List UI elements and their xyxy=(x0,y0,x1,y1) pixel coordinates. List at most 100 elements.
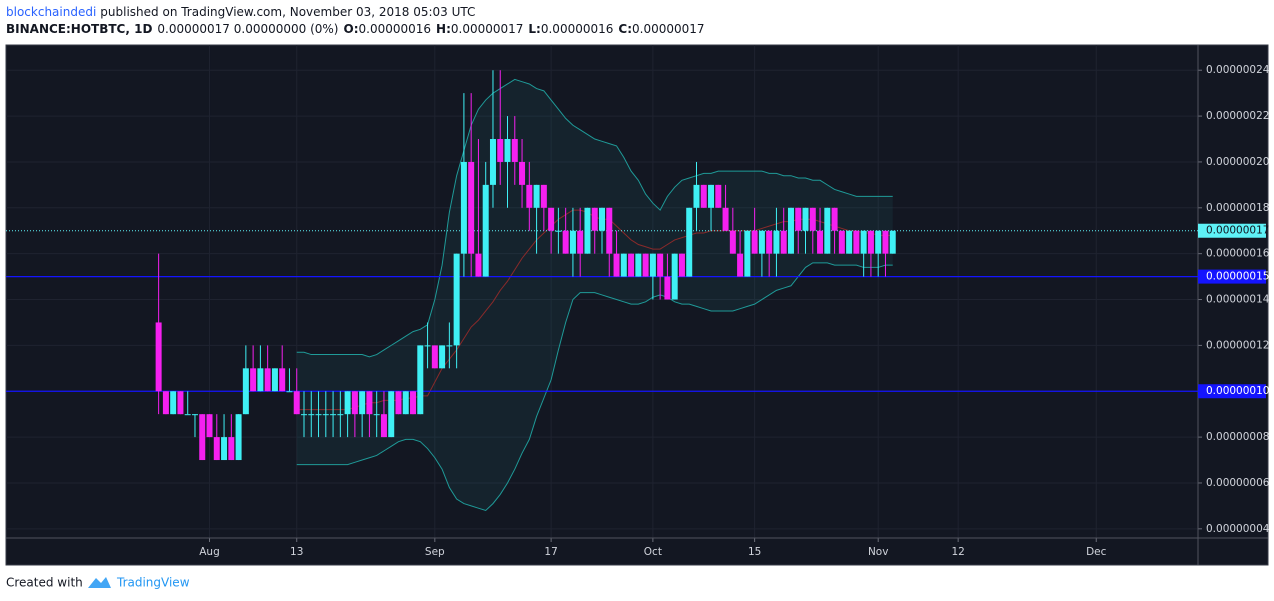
candle-body xyxy=(831,207,838,231)
candle-body xyxy=(642,253,649,277)
candle-body xyxy=(635,253,642,277)
tradingview-logo xyxy=(88,577,111,588)
candle-body xyxy=(460,161,467,254)
candle-body xyxy=(410,391,417,415)
header-line-1: blockchaindedi published on TradingView.c… xyxy=(6,5,475,19)
candle-body xyxy=(257,368,264,392)
candle-body xyxy=(867,230,874,254)
candle-body xyxy=(446,345,453,347)
candle-body xyxy=(301,414,307,416)
candle-body xyxy=(628,253,635,277)
candle-body xyxy=(242,368,249,415)
candle-body xyxy=(577,230,584,254)
candle-body xyxy=(511,139,518,162)
candle-body xyxy=(250,368,257,392)
x-tick-label: Dec xyxy=(1086,546,1107,558)
y-tick-label: 0.00000008 xyxy=(1206,431,1269,443)
candle-body xyxy=(351,391,358,415)
candle-body xyxy=(453,253,460,346)
candle-body xyxy=(475,253,482,277)
candle-body xyxy=(722,207,729,231)
header-line-2: BINANCE:HOTBTC, 1D 0.00000017 0.00000000 … xyxy=(6,22,705,36)
symbol: BINANCE:HOTBTC, 1D xyxy=(6,22,152,36)
candle-body xyxy=(213,437,220,461)
candle-body xyxy=(526,184,533,208)
y-tick-label: 0.00000014 xyxy=(1206,294,1270,306)
candle-body xyxy=(591,207,598,231)
candle-body xyxy=(431,345,438,369)
candle-body xyxy=(308,414,315,416)
candle-body xyxy=(657,253,664,277)
candle-body xyxy=(686,207,693,277)
candle-body xyxy=(824,207,831,254)
candle-body xyxy=(359,391,366,415)
candle-body xyxy=(882,230,889,254)
candle-body xyxy=(191,414,198,416)
candle-body xyxy=(853,230,860,254)
footer-brand[interactable]: TradingView xyxy=(116,576,190,590)
candle-body xyxy=(206,414,213,438)
candle-body xyxy=(700,184,707,208)
candle-body xyxy=(155,322,162,392)
price-label-box xyxy=(1198,269,1266,284)
candle-body xyxy=(620,253,627,277)
candle-body xyxy=(489,139,496,185)
published-text: published on TradingView.com, November 0… xyxy=(100,5,475,19)
candle-body xyxy=(875,230,882,254)
chart-pane xyxy=(5,44,1269,566)
ohlc-value: 0.00000017 xyxy=(632,22,705,36)
candle-body xyxy=(671,253,678,300)
x-tick-label: Oct xyxy=(644,546,662,558)
candle-body xyxy=(693,184,700,208)
ohlc-label: H: xyxy=(436,22,451,36)
candle-body xyxy=(649,253,656,277)
candle-body xyxy=(606,207,613,254)
candle-body xyxy=(795,207,802,231)
candle-body xyxy=(766,230,773,254)
candle-body xyxy=(264,368,271,392)
candle-body xyxy=(482,184,489,277)
candle-body xyxy=(809,207,816,231)
ohlc-value: 0.00000016 xyxy=(541,22,614,36)
candle-body xyxy=(235,414,242,461)
candle-body xyxy=(533,184,540,208)
x-tick-label: Aug xyxy=(199,546,220,558)
candle-body xyxy=(555,230,562,232)
x-tick-label: Nov xyxy=(868,546,889,558)
candle-body xyxy=(170,391,177,415)
candle-body xyxy=(678,253,685,277)
ohlc-value: 0.00000017 xyxy=(451,22,524,36)
price-label-box xyxy=(1198,384,1266,399)
band-upper xyxy=(296,78,893,358)
last-price-label: 0.00000017 xyxy=(1206,225,1269,237)
ohlc-label: L: xyxy=(528,22,540,36)
candle-body xyxy=(199,414,206,461)
author-link[interactable]: blockchaindedi xyxy=(6,5,96,19)
candle-body xyxy=(802,207,809,231)
candle-body xyxy=(271,368,278,392)
candle-body xyxy=(758,230,765,254)
candle-body xyxy=(322,414,329,416)
candle-body xyxy=(860,230,867,254)
y-tick-label: 0.00000006 xyxy=(1206,477,1270,489)
candle-body xyxy=(228,437,235,461)
candle-body xyxy=(497,139,504,162)
candle-body xyxy=(751,230,758,254)
candle-body xyxy=(715,184,722,208)
candle-body xyxy=(286,391,293,393)
candle-body xyxy=(395,391,402,415)
ohlc-label: C: xyxy=(618,22,632,36)
candle-body xyxy=(468,161,475,254)
candle-body xyxy=(584,207,591,254)
candle-body xyxy=(366,391,373,415)
ohlc-label: O: xyxy=(344,22,359,36)
candle-body xyxy=(548,207,555,231)
candle-body xyxy=(613,253,620,277)
candle-body xyxy=(729,230,736,254)
candle-body xyxy=(780,230,787,254)
candle-body xyxy=(177,391,184,415)
candle-body xyxy=(279,368,286,392)
candle-body xyxy=(708,184,715,208)
